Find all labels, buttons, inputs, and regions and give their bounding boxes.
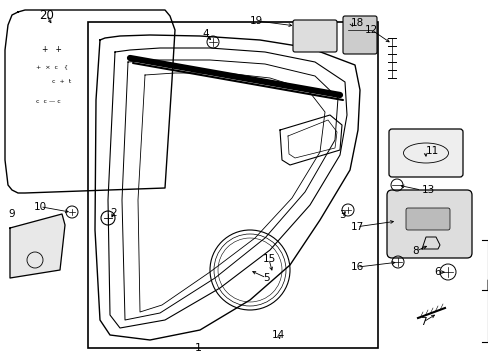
FancyBboxPatch shape: [292, 20, 336, 52]
Text: +   +: + +: [42, 45, 62, 54]
Text: 3: 3: [338, 210, 345, 220]
Bar: [88, 22, 377, 348]
FancyBboxPatch shape: [342, 16, 376, 54]
Text: 11: 11: [425, 146, 438, 156]
Text: +  ×  c   {: + × c {: [36, 64, 68, 69]
Text: 10: 10: [34, 202, 46, 212]
Text: 12: 12: [364, 25, 378, 35]
Text: 16: 16: [349, 262, 363, 272]
FancyBboxPatch shape: [405, 208, 449, 230]
Text: 1: 1: [194, 343, 201, 354]
Text: 17: 17: [349, 222, 363, 232]
Text: 6: 6: [433, 267, 440, 277]
Text: 2: 2: [110, 208, 117, 219]
Text: 19: 19: [249, 16, 263, 26]
Text: 8: 8: [411, 246, 418, 256]
Text: c  c — c: c c — c: [36, 99, 61, 104]
FancyBboxPatch shape: [386, 190, 471, 258]
Text: 9: 9: [9, 209, 16, 219]
Text: 14: 14: [271, 330, 285, 340]
FancyBboxPatch shape: [388, 129, 462, 177]
Text: 20: 20: [39, 9, 54, 22]
Text: 18: 18: [350, 18, 364, 28]
Text: 5: 5: [263, 273, 269, 283]
Text: 15: 15: [262, 254, 275, 264]
Polygon shape: [10, 214, 65, 278]
Text: 4: 4: [202, 29, 208, 39]
Text: 7: 7: [419, 317, 426, 327]
Text: 13: 13: [421, 185, 434, 195]
Text: c  +  t: c + t: [52, 79, 71, 84]
